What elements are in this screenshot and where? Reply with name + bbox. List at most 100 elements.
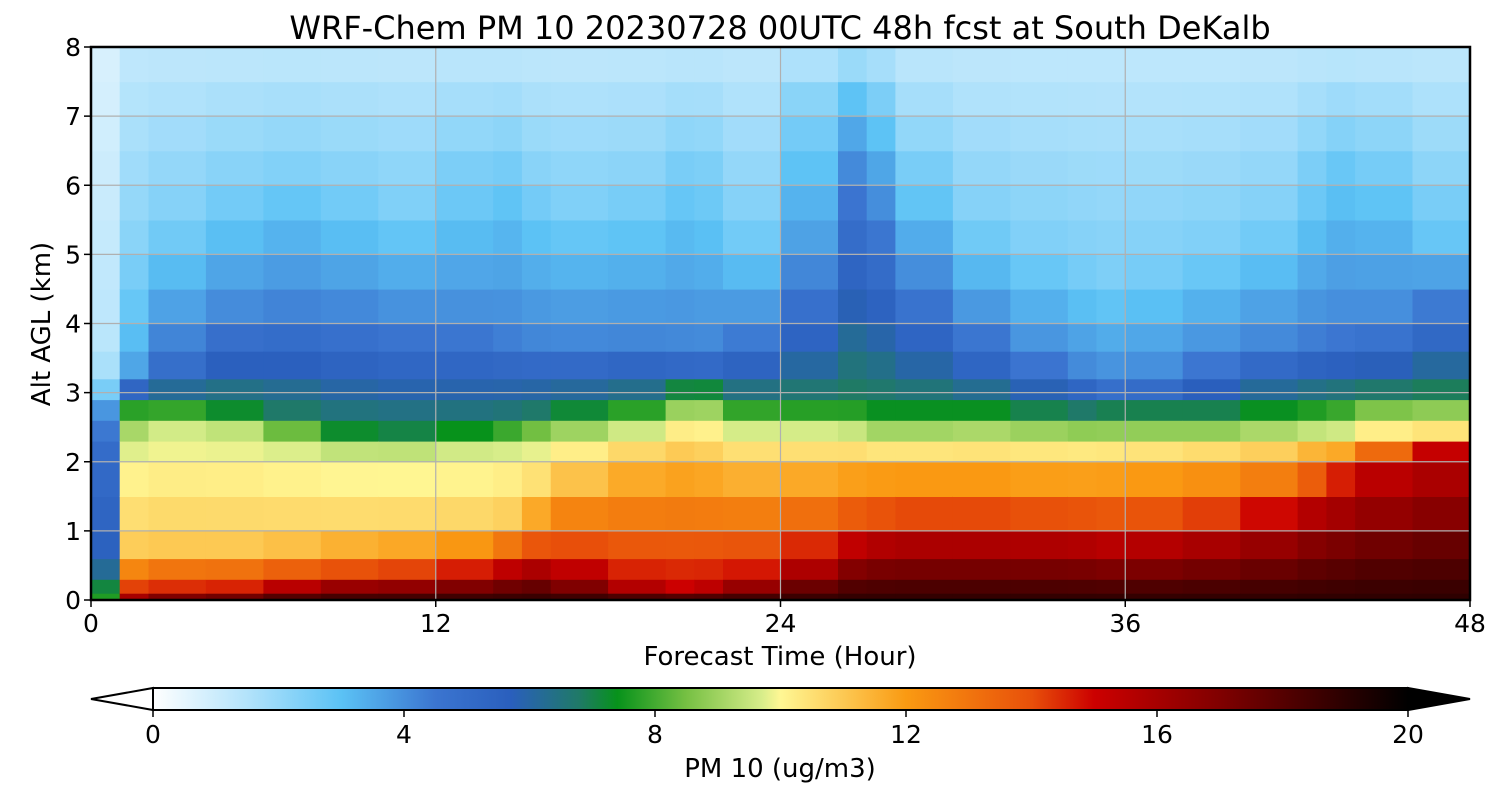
heatmap-cell [1240, 81, 1299, 117]
heatmap-cell [608, 47, 667, 83]
heatmap-cell [723, 81, 782, 117]
heatmap-cell [952, 351, 1011, 380]
heatmap-cell [148, 150, 207, 186]
heatmap-cell [435, 323, 494, 352]
colorbar-tick-label: 20 [1392, 720, 1424, 749]
heatmap-cell [378, 351, 437, 380]
heatmap-cell [1297, 288, 1327, 325]
heatmap-cell [1067, 47, 1098, 83]
heatmap-cell [1412, 399, 1470, 421]
heatmap-cell [205, 441, 264, 463]
heatmap-cell [205, 219, 264, 255]
heatmap-cell [91, 399, 121, 421]
heatmap-cell [665, 378, 695, 401]
heatmap-cell [493, 323, 523, 352]
heatmap-cell [1412, 185, 1470, 221]
heatmap-cell [1125, 219, 1184, 255]
heatmap-cell [694, 496, 724, 532]
heatmap-cell [1125, 185, 1184, 221]
heatmap-cell [320, 579, 379, 594]
heatmap-cell [1125, 351, 1184, 380]
heatmap-cell [1125, 496, 1184, 532]
heatmap-cell [1010, 496, 1069, 532]
heatmap-cell [493, 399, 523, 421]
heatmap-cell [866, 461, 896, 497]
heatmap-cell [694, 254, 724, 290]
heatmap-cell [1297, 441, 1327, 463]
heatmap-cell [1010, 593, 1069, 600]
heatmap-cell [1096, 323, 1126, 352]
heatmap-cell [148, 81, 207, 117]
heatmap-cell [1355, 219, 1414, 255]
heatmap-cell [895, 185, 954, 221]
heatmap-cell [91, 378, 121, 401]
x-tick-label: 12 [420, 609, 452, 638]
heatmap-cell [1182, 441, 1241, 463]
heatmap-field [91, 47, 1470, 600]
heatmap-cell [838, 47, 868, 83]
heatmap-cell [608, 116, 667, 152]
heatmap-cell [521, 254, 552, 290]
heatmap-cell [550, 185, 609, 221]
heatmap-cell [205, 150, 264, 186]
heatmap-cell [1010, 399, 1069, 421]
heatmap-cell [521, 441, 552, 463]
heatmap-cell [550, 288, 609, 325]
heatmap-cell [1096, 288, 1126, 325]
heatmap-cell [148, 399, 207, 421]
heatmap-cell [1297, 558, 1327, 580]
heatmap-cell [119, 323, 149, 352]
heatmap-cell [694, 579, 724, 594]
heatmap-cell [378, 219, 437, 255]
heatmap-cell [1182, 558, 1241, 580]
heatmap-cell [493, 150, 523, 186]
heatmap-cell [320, 441, 379, 463]
heatmap-cell [263, 254, 322, 290]
heatmap-cell [1326, 496, 1356, 532]
heatmap-cell [1240, 47, 1299, 83]
heatmap-cell [608, 323, 667, 352]
heatmap-cell [263, 288, 322, 325]
heatmap-cell [866, 579, 896, 594]
heatmap-cell [895, 254, 954, 290]
heatmap-cell [895, 420, 954, 442]
heatmap-cell [1355, 496, 1414, 532]
heatmap-cell [550, 399, 609, 421]
heatmap-cell [608, 441, 667, 463]
heatmap-cell [1297, 378, 1327, 401]
heatmap-cell [1412, 530, 1470, 560]
heatmap-cell [148, 441, 207, 463]
heatmap-cell [1182, 254, 1241, 290]
heatmap-cell [1182, 351, 1241, 380]
heatmap-cell [320, 351, 379, 380]
heatmap-cell [952, 47, 1011, 83]
heatmap-cell [91, 219, 121, 255]
heatmap-cell [694, 116, 724, 152]
heatmap-cell [1096, 219, 1126, 255]
heatmap-cell [148, 530, 207, 560]
heatmap-cell [1182, 116, 1241, 152]
heatmap-cell [665, 323, 695, 352]
heatmap-cell [91, 81, 121, 117]
heatmap-cell [1412, 219, 1470, 255]
heatmap-cell [1355, 399, 1414, 421]
heatmap-cell [91, 530, 121, 560]
heatmap-cell [1240, 441, 1299, 463]
heatmap-cell [148, 323, 207, 352]
heatmap-cell [1240, 116, 1299, 152]
heatmap-cell [263, 461, 322, 497]
heatmap-cell [665, 530, 695, 560]
heatmap-cell [780, 81, 839, 117]
heatmap-cell [320, 116, 379, 152]
heatmap-cell [866, 399, 896, 421]
heatmap-cell [435, 558, 494, 580]
heatmap-cell [263, 579, 322, 594]
y-tick-label: 0 [65, 586, 81, 615]
heatmap-cell [378, 461, 437, 497]
heatmap-cell [1182, 185, 1241, 221]
heatmap-cell [378, 399, 437, 421]
heatmap-cell [205, 558, 264, 580]
heatmap-cell [378, 496, 437, 532]
heatmap-cell [665, 47, 695, 83]
